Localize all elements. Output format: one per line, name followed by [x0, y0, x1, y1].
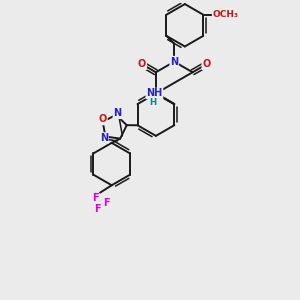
Text: O: O — [202, 59, 211, 69]
Text: NH: NH — [146, 88, 163, 98]
Text: F: F — [92, 194, 98, 203]
Text: O: O — [138, 59, 146, 69]
Text: N: N — [113, 108, 122, 118]
Text: N: N — [100, 133, 108, 143]
Text: OCH₃: OCH₃ — [213, 10, 238, 19]
Text: H: H — [149, 98, 156, 107]
Text: O: O — [99, 115, 107, 124]
Text: F: F — [94, 204, 101, 214]
Text: F: F — [103, 198, 110, 208]
Text: N: N — [170, 57, 178, 67]
